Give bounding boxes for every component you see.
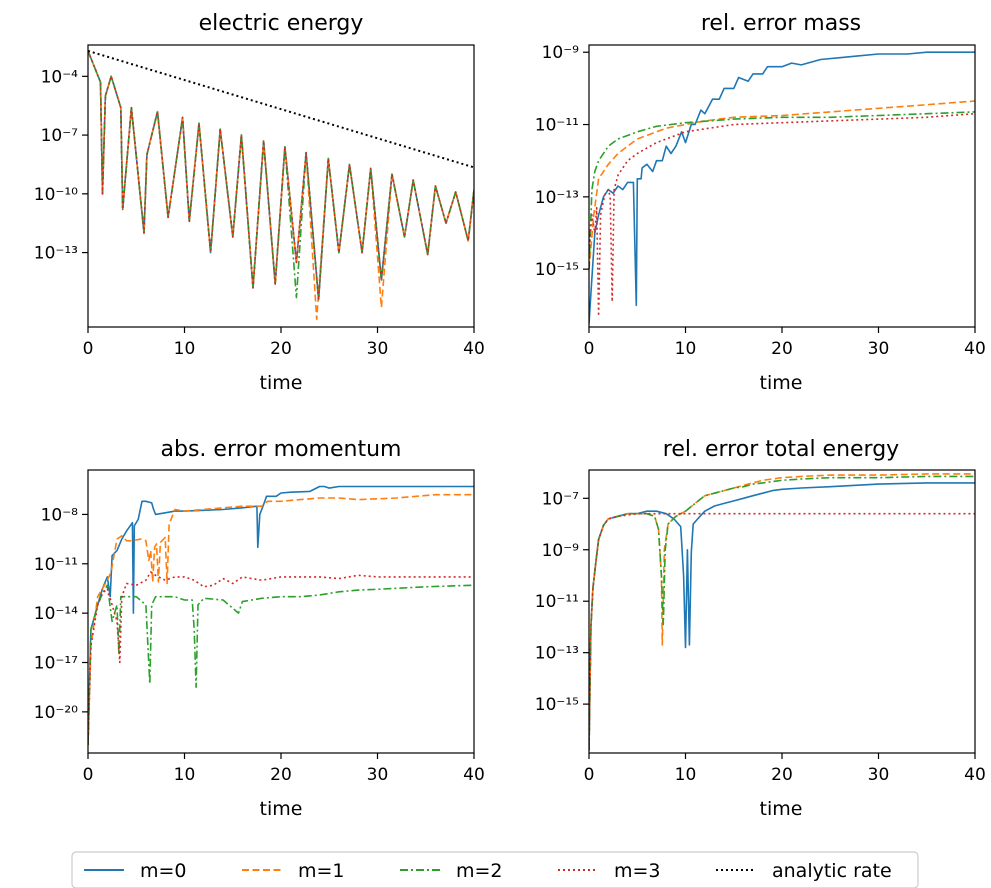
series-line-m-0 bbox=[88, 485, 474, 745]
y-tick-label: 10⁻¹³ bbox=[535, 188, 579, 208]
subplot-title-rel-error-total-energy: rel. error total energy bbox=[663, 437, 899, 462]
subplot-rel-error-mass: 0 10 20 30 40 10⁻⁹ 10⁻¹¹ 10⁻¹³ 10⁻¹⁵ bbox=[535, 43, 986, 359]
subplot-title-abs-error-momentum: abs. error momentum bbox=[161, 437, 402, 462]
subplot-title-rel-error-mass: rel. error mass bbox=[701, 11, 861, 36]
y-tick-label: 10⁻¹⁰ bbox=[34, 185, 78, 205]
y-tick-label: 10⁻¹¹ bbox=[535, 116, 579, 136]
x-tick-label: 30 bbox=[868, 765, 890, 785]
x-tick-label: 10 bbox=[675, 339, 697, 359]
x-tick-label: 10 bbox=[174, 339, 196, 359]
series-line-analytic-rate bbox=[88, 49, 474, 169]
x-tick-label: 20 bbox=[771, 765, 793, 785]
subplot-title-electric-energy: electric energy bbox=[199, 11, 364, 36]
y-tick-label: 10⁻⁸ bbox=[41, 505, 79, 525]
x-tick-label: 30 bbox=[367, 339, 389, 359]
series-line-m-1 bbox=[589, 473, 975, 751]
series-line-m-0 bbox=[589, 51, 975, 324]
series-line-m-0 bbox=[589, 482, 975, 751]
y-tick-label: 10⁻¹³ bbox=[34, 244, 78, 264]
subplot-rel-error-total-energy: 0 10 20 30 40 10⁻⁷ 10⁻⁹ 10⁻¹¹ 10⁻¹³ 10⁻¹⁵ bbox=[535, 469, 986, 785]
x-tick-label: 0 bbox=[584, 339, 595, 359]
y-tick-label: 10⁻¹⁵ bbox=[535, 260, 579, 280]
x-tick-label: 30 bbox=[868, 339, 890, 359]
x-tick-label: 40 bbox=[463, 765, 485, 785]
series-line-m-2 bbox=[88, 584, 474, 745]
subplot-electric-energy: 0 10 20 30 40 10⁻⁴ 10⁻⁷ 10⁻¹⁰ 10⁻¹³ bbox=[34, 44, 485, 359]
plot-layer: 0 10 20 30 40 10⁻⁴ 10⁻⁷ 10⁻¹⁰ 10⁻¹³ 0 10 20 30 40 10⁻⁹… bbox=[34, 43, 986, 785]
y-tick-label: 10⁻⁴ bbox=[41, 67, 79, 87]
series-line-m-1 bbox=[589, 100, 975, 270]
x-tick-label: 20 bbox=[270, 339, 292, 359]
legend-frame bbox=[71, 851, 919, 888]
y-tick-label: 10⁻⁷ bbox=[542, 489, 580, 509]
x-axis-label: time bbox=[260, 372, 303, 394]
y-tick-label: 10⁻¹¹ bbox=[535, 592, 579, 612]
series-line-m-2 bbox=[589, 111, 975, 270]
y-tick-label: 10⁻¹³ bbox=[535, 644, 579, 664]
x-tick-label: 20 bbox=[270, 765, 292, 785]
x-tick-label: 10 bbox=[675, 765, 697, 785]
y-tick-label: 10⁻¹⁵ bbox=[535, 695, 579, 715]
series-line-m-3 bbox=[589, 112, 975, 317]
series-line-m-2 bbox=[589, 475, 975, 751]
y-tick-label: 10⁻⁹ bbox=[542, 43, 580, 63]
y-tick-label: 10⁻⁷ bbox=[41, 126, 79, 146]
legend-label-m2: m=2 bbox=[456, 860, 503, 882]
x-tick-label: 10 bbox=[174, 765, 196, 785]
x-tick-label: 20 bbox=[771, 339, 793, 359]
x-tick-label: 40 bbox=[463, 339, 485, 359]
series-group bbox=[589, 51, 975, 324]
series-line-m-3 bbox=[88, 571, 474, 745]
x-tick-label: 30 bbox=[367, 765, 389, 785]
axes-frame bbox=[588, 44, 976, 328]
x-axis-label: time bbox=[760, 798, 803, 820]
y-tick-label: 10⁻²⁰ bbox=[34, 703, 78, 723]
x-tick-label: 0 bbox=[584, 765, 595, 785]
x-tick-label: 40 bbox=[964, 339, 986, 359]
series-group bbox=[589, 473, 975, 751]
legend-label-analytic-rate: analytic rate bbox=[772, 860, 892, 882]
series-line-m-2 bbox=[88, 50, 474, 301]
series-line-m-3 bbox=[589, 512, 975, 751]
y-tick-label: 10⁻¹⁷ bbox=[34, 654, 78, 674]
series-line-m-1 bbox=[88, 493, 474, 745]
x-tick-label: 40 bbox=[964, 765, 986, 785]
legend-label-m3: m=3 bbox=[614, 860, 661, 882]
legend-label-m0: m=0 bbox=[140, 860, 187, 882]
series-group bbox=[88, 485, 474, 745]
x-tick-label: 0 bbox=[83, 765, 94, 785]
legend: m=0 m=1 m=2 m=3 analytic rate bbox=[71, 851, 919, 888]
legend-label-m1: m=1 bbox=[298, 860, 345, 882]
y-tick-label: 10⁻¹¹ bbox=[34, 555, 78, 575]
y-tick-label: 10⁻¹⁴ bbox=[34, 604, 78, 624]
series-group bbox=[88, 49, 474, 320]
x-axis-label: time bbox=[260, 798, 303, 820]
x-axis-label: time bbox=[760, 372, 803, 394]
y-tick-label: 10⁻⁹ bbox=[542, 541, 580, 561]
axes-frame bbox=[588, 469, 976, 754]
subplot-abs-error-momentum: 0 10 20 30 40 10⁻⁸ 10⁻¹¹ 10⁻¹⁴ 10⁻¹⁷ 10⁻²⁰ bbox=[34, 469, 485, 785]
x-tick-label: 0 bbox=[83, 339, 94, 359]
series-line-m-3 bbox=[88, 50, 474, 301]
